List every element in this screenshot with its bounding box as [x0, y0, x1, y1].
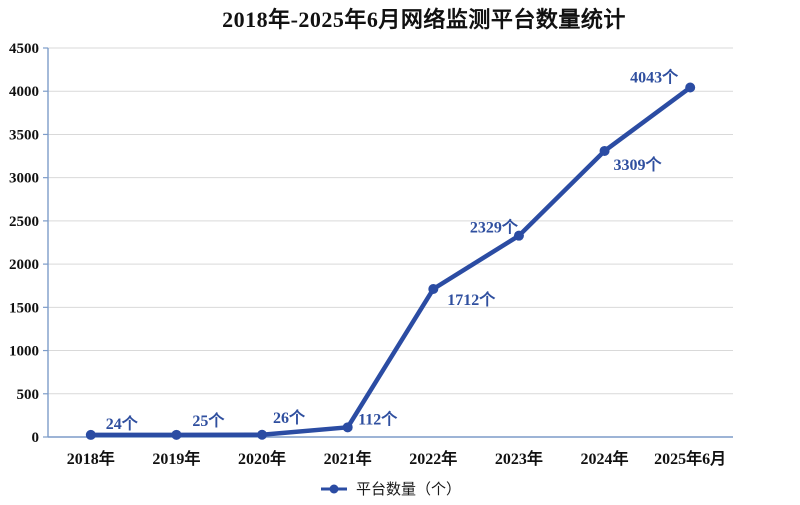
y-tick-label: 4000	[9, 84, 39, 100]
y-tick-label: 4500	[9, 41, 39, 57]
y-tick-label: 1500	[9, 300, 39, 316]
data-label: 24个	[106, 414, 139, 433]
legend: 平台数量（个）	[48, 478, 733, 499]
series-line	[88, 85, 693, 438]
x-tick-label: 2025年6月	[654, 449, 726, 468]
legend-label: 平台数量（个）	[355, 482, 461, 498]
y-tick-label: 3500	[9, 127, 39, 143]
data-label: 1712个	[447, 290, 496, 309]
y-tick-label: 2500	[9, 214, 39, 230]
x-tick-label: 2019年	[152, 449, 200, 468]
data-point	[342, 422, 353, 433]
chart-title: 2018年-2025年6月网络监测平台数量统计	[222, 7, 626, 32]
data-label: 26个	[273, 408, 306, 427]
data-label: 3309个	[614, 155, 663, 174]
y-tick-label: 0	[32, 430, 40, 446]
x-tick-label: 2022年	[409, 449, 457, 468]
data-point	[513, 230, 524, 241]
y-tick-label: 2000	[9, 257, 39, 273]
x-tick-label: 2024年	[581, 449, 629, 468]
x-tick-label: 2021年	[324, 449, 372, 468]
y-tick-label: 1000	[9, 344, 39, 360]
data-point	[599, 145, 610, 156]
data-point	[171, 429, 182, 440]
data-label: 2329个	[470, 218, 519, 237]
y-tick-label: 3000	[9, 171, 39, 187]
x-tick-label: 2018年	[67, 449, 115, 468]
data-point	[257, 429, 268, 440]
legend-line-marker-icon	[320, 484, 347, 493]
data-point	[685, 82, 696, 93]
data-point	[428, 284, 439, 295]
data-point	[85, 429, 96, 440]
data-label: 112个	[358, 409, 398, 428]
data-label: 4043个	[630, 68, 679, 87]
y-tick-label: 500	[17, 387, 40, 403]
x-tick-label: 2020年	[238, 449, 286, 468]
x-tick-label: 2023年	[495, 449, 543, 468]
data-label: 25个	[192, 411, 225, 430]
